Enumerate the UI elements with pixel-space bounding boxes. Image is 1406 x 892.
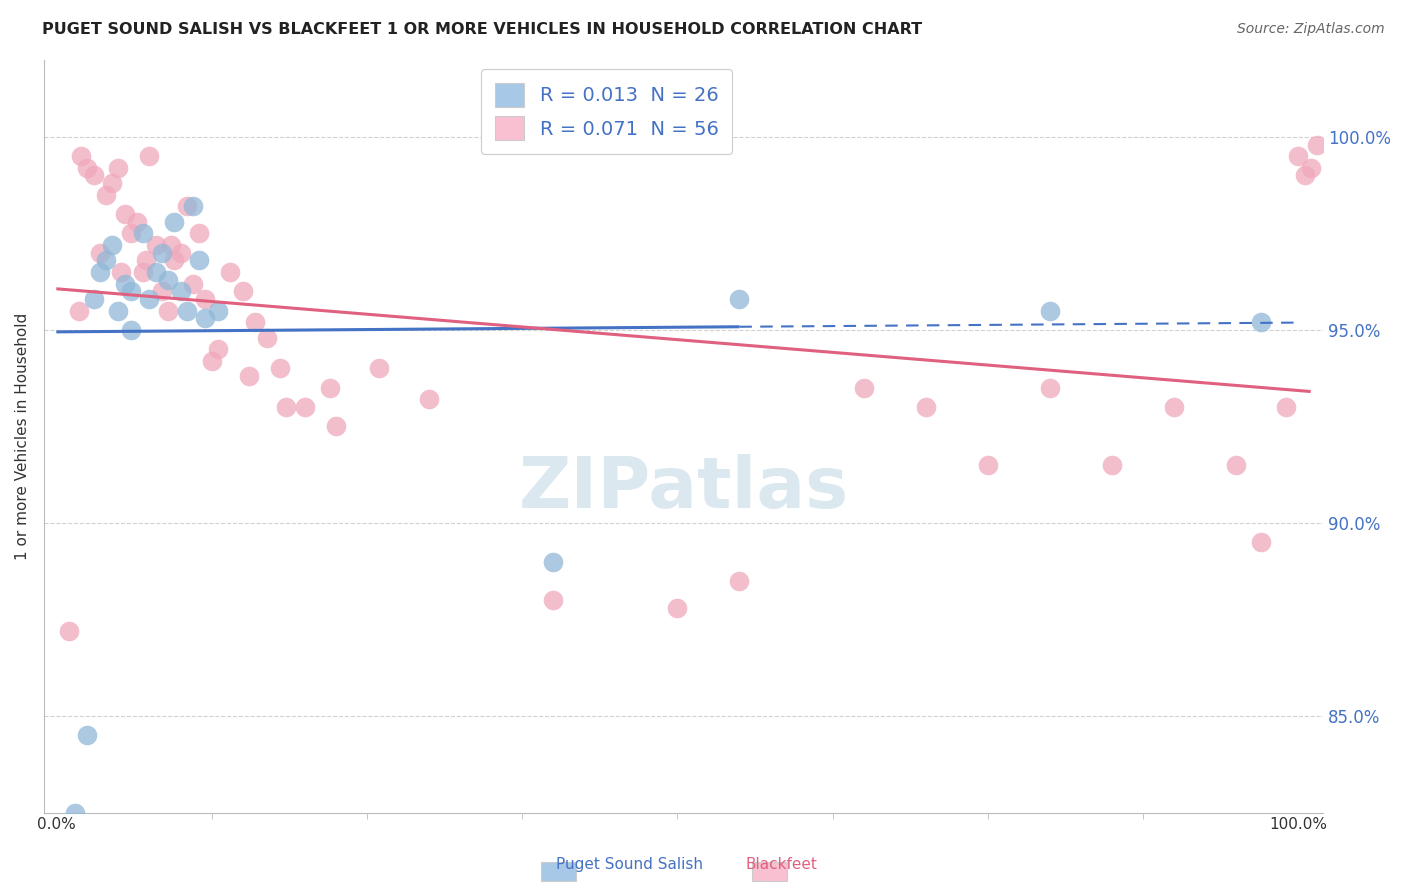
Text: ZIPatlas: ZIPatlas xyxy=(519,454,849,524)
Point xyxy=(368,361,391,376)
Point xyxy=(541,593,564,607)
Point xyxy=(89,245,111,260)
Point xyxy=(138,292,160,306)
Point xyxy=(163,253,186,268)
Text: Puget Sound Salish: Puget Sound Salish xyxy=(555,857,703,872)
Point xyxy=(1250,535,1272,549)
Point xyxy=(120,323,142,337)
Point xyxy=(1101,458,1123,472)
Point xyxy=(157,273,180,287)
Point xyxy=(120,285,142,299)
Point xyxy=(150,245,173,260)
Text: PUGET SOUND SALISH VS BLACKFEET 1 OR MORE VEHICLES IN HOUSEHOLD CORRELATION CHAR: PUGET SOUND SALISH VS BLACKFEET 1 OR MOR… xyxy=(42,22,922,37)
Y-axis label: 1 or more Vehicles in Household: 1 or more Vehicles in Household xyxy=(15,312,30,559)
Point xyxy=(1306,137,1329,152)
Point xyxy=(83,169,105,183)
Point xyxy=(852,381,875,395)
Point xyxy=(188,253,211,268)
Point xyxy=(418,392,440,407)
Point xyxy=(274,400,297,414)
Point xyxy=(94,187,117,202)
Point xyxy=(94,253,117,268)
Point xyxy=(125,215,148,229)
Point xyxy=(120,227,142,241)
Point xyxy=(1294,169,1316,183)
Point xyxy=(243,315,266,329)
Legend: R = 0.013  N = 26, R = 0.071  N = 56: R = 0.013 N = 26, R = 0.071 N = 56 xyxy=(481,70,733,153)
Point xyxy=(318,381,340,395)
Point xyxy=(728,574,751,588)
Point xyxy=(728,292,751,306)
Point xyxy=(541,555,564,569)
Point xyxy=(67,303,90,318)
Point xyxy=(232,285,254,299)
Point xyxy=(114,277,136,291)
Point xyxy=(107,303,129,318)
Point xyxy=(101,176,124,190)
Point xyxy=(169,285,191,299)
Point xyxy=(200,353,222,368)
Point xyxy=(135,253,157,268)
Point xyxy=(1250,315,1272,329)
Point xyxy=(1299,161,1322,175)
Point xyxy=(132,265,155,279)
Point xyxy=(176,303,198,318)
Point xyxy=(157,303,180,318)
Point xyxy=(1275,400,1298,414)
Point xyxy=(188,227,211,241)
Point xyxy=(1039,381,1062,395)
Point xyxy=(1039,303,1062,318)
Point xyxy=(159,238,181,252)
Point xyxy=(70,149,93,163)
Point xyxy=(194,311,217,326)
Point xyxy=(294,400,316,414)
Point xyxy=(977,458,1000,472)
Text: Blackfeet: Blackfeet xyxy=(745,857,817,872)
Point xyxy=(150,285,173,299)
Point xyxy=(114,207,136,221)
Point xyxy=(163,215,186,229)
Point xyxy=(181,199,204,213)
Point xyxy=(83,292,105,306)
Point xyxy=(181,277,204,291)
Point xyxy=(1225,458,1247,472)
Point xyxy=(132,227,155,241)
Point xyxy=(219,265,242,279)
Point xyxy=(58,624,80,638)
Point xyxy=(207,342,229,356)
Point xyxy=(101,238,124,252)
Point xyxy=(110,265,132,279)
Point xyxy=(107,161,129,175)
Point xyxy=(63,805,86,820)
Point xyxy=(145,265,167,279)
Point xyxy=(256,330,278,344)
Point xyxy=(666,600,689,615)
Point xyxy=(76,161,98,175)
Text: Source: ZipAtlas.com: Source: ZipAtlas.com xyxy=(1237,22,1385,37)
Point xyxy=(269,361,291,376)
Point xyxy=(76,728,98,742)
Point xyxy=(176,199,198,213)
Point xyxy=(138,149,160,163)
Point xyxy=(194,292,217,306)
Point xyxy=(145,238,167,252)
Point xyxy=(238,369,260,384)
Point xyxy=(1286,149,1309,163)
Point xyxy=(1163,400,1185,414)
Point xyxy=(207,303,229,318)
Point xyxy=(89,265,111,279)
Point xyxy=(914,400,936,414)
Point xyxy=(169,245,191,260)
Point xyxy=(325,419,347,434)
